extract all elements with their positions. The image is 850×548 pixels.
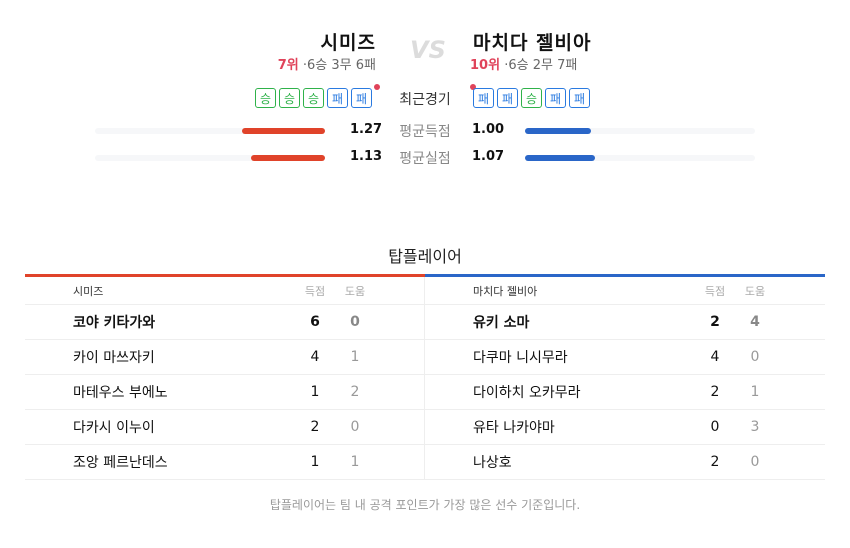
- player-name[interactable]: 카이 마쓰자키: [73, 350, 155, 366]
- table-row[interactable]: 다카시 이누이 2 0: [25, 410, 424, 445]
- avg-conceded-label: 평균실점: [399, 151, 451, 167]
- top-players-title: 탑플레이어: [388, 247, 462, 266]
- player-assists: 0: [750, 349, 760, 365]
- team-name: 마치다 젤비아: [473, 284, 538, 298]
- player-goals: 2: [710, 454, 720, 470]
- home-rank: 7위: [277, 58, 299, 73]
- table-row[interactable]: 조앙 페르난데스 1 1: [25, 445, 424, 480]
- player-goals: 2: [710, 314, 720, 330]
- away-wdl: 6승 2무 7패: [508, 58, 578, 73]
- home-top-players-table: 시미즈 득점 도움 코야 키타가와 6 0 카이 마쓰자키 4 1 마테우스 부에노 1 2 다카시 이…: [25, 277, 425, 480]
- table-row[interactable]: 유타 나카야마 0 3: [425, 410, 825, 445]
- away-conceded-bar: [525, 155, 596, 161]
- home-wdl: 6승 3무 6패: [307, 58, 376, 73]
- form-badge-win: 승: [521, 88, 542, 108]
- away-record: 10위 ·6승 2무 7패: [470, 54, 577, 73]
- home-record: 7위 ·6승 3무 6패: [278, 54, 376, 73]
- home-conceded-bar: [250, 155, 325, 161]
- separator: ·: [504, 58, 509, 73]
- home-scored-bar: [241, 128, 325, 134]
- form-badge-loss: 패: [497, 88, 518, 108]
- form-badge-loss: 패: [545, 88, 566, 108]
- player-assists: 1: [350, 454, 360, 470]
- player-goals: 6: [310, 314, 320, 330]
- player-assists: 0: [750, 454, 760, 470]
- player-assists: 1: [350, 349, 360, 365]
- form-badge-win: 승: [279, 88, 300, 108]
- away-conceded-value: 1.07: [472, 149, 505, 164]
- separator: ·: [302, 58, 308, 73]
- away-rank: 10위: [470, 58, 501, 73]
- latest-match-dot: [374, 84, 380, 90]
- form-badge-loss: 패: [327, 88, 348, 108]
- footnote: 탑플레이어는 팀 내 공격 포인트가 가장 많은 선수 기준입니다.: [269, 498, 581, 512]
- away-scored-value: 1.00: [472, 122, 505, 137]
- player-goals: 4: [310, 349, 320, 365]
- player-name[interactable]: 다쿠마 니시무라: [473, 350, 568, 366]
- player-name[interactable]: 다이하치 오카무라: [473, 385, 581, 401]
- away-conceded-track: [525, 155, 755, 161]
- goals-header: 득점: [304, 284, 326, 298]
- form-badge-loss: 패: [473, 88, 494, 108]
- table-header: 시미즈 득점 도움: [25, 277, 424, 305]
- player-name[interactable]: 유키 소마: [473, 315, 530, 331]
- player-goals: 2: [710, 384, 720, 400]
- player-name[interactable]: 다카시 이누이: [73, 420, 155, 436]
- table-row[interactable]: 다이하치 오카무라 2 1: [425, 375, 825, 410]
- player-assists: 3: [750, 419, 760, 435]
- latest-match-dot: [470, 84, 476, 90]
- assists-header: 도움: [344, 284, 366, 298]
- form-badge-loss: 패: [569, 88, 590, 108]
- away-color-line: [425, 274, 825, 277]
- table-row[interactable]: 마테우스 부에노 1 2: [25, 375, 424, 410]
- away-team-name[interactable]: 마치다 젤비아: [473, 32, 592, 54]
- player-assists: 4: [750, 314, 760, 330]
- form-badge-win: 승: [303, 88, 324, 108]
- home-scored-value: 1.27: [350, 122, 383, 137]
- table-row[interactable]: 다쿠마 니시무라 4 0: [425, 340, 825, 375]
- table-header: 마치다 젤비아 득점 도움: [425, 277, 825, 305]
- player-assists: 0: [350, 419, 360, 435]
- player-assists: 2: [350, 384, 360, 400]
- table-row[interactable]: 카이 마쓰자키 4 1: [25, 340, 424, 375]
- home-team-name[interactable]: 시미즈: [320, 32, 376, 54]
- form-badge-win: 승: [255, 88, 276, 108]
- assists-header: 도움: [744, 284, 766, 298]
- vs-label: VS: [410, 36, 446, 64]
- avg-scored-label: 평균득점: [399, 124, 451, 140]
- player-assists: 1: [750, 384, 760, 400]
- player-goals: 0: [710, 419, 720, 435]
- player-name[interactable]: 코야 키타가와: [73, 315, 156, 331]
- player-name[interactable]: 나상호: [473, 455, 512, 471]
- player-goals: 1: [310, 454, 320, 470]
- form-badge-loss: 패: [351, 88, 372, 108]
- home-conceded-track: [95, 155, 325, 161]
- goals-header: 득점: [704, 284, 726, 298]
- home-scored-track: [95, 128, 325, 134]
- player-goals: 4: [710, 349, 720, 365]
- player-name[interactable]: 마테우스 부에노: [73, 385, 168, 401]
- player-name[interactable]: 조앙 페르난데스: [73, 455, 168, 471]
- table-row[interactable]: 유키 소마 2 4: [425, 305, 825, 340]
- away-scored-track: [525, 128, 755, 134]
- table-row[interactable]: 코야 키타가와 6 0: [25, 305, 424, 340]
- home-color-line: [25, 274, 425, 277]
- player-goals: 2: [310, 419, 320, 435]
- away-scored-bar: [525, 128, 591, 134]
- player-name[interactable]: 유타 나카야마: [473, 420, 555, 436]
- team-name: 시미즈: [73, 284, 104, 298]
- recent-label: 최근경기: [399, 92, 451, 108]
- player-assists: 0: [350, 314, 360, 330]
- home-conceded-value: 1.13: [350, 149, 383, 164]
- table-row[interactable]: 나상호 2 0: [425, 445, 825, 480]
- player-goals: 1: [310, 384, 320, 400]
